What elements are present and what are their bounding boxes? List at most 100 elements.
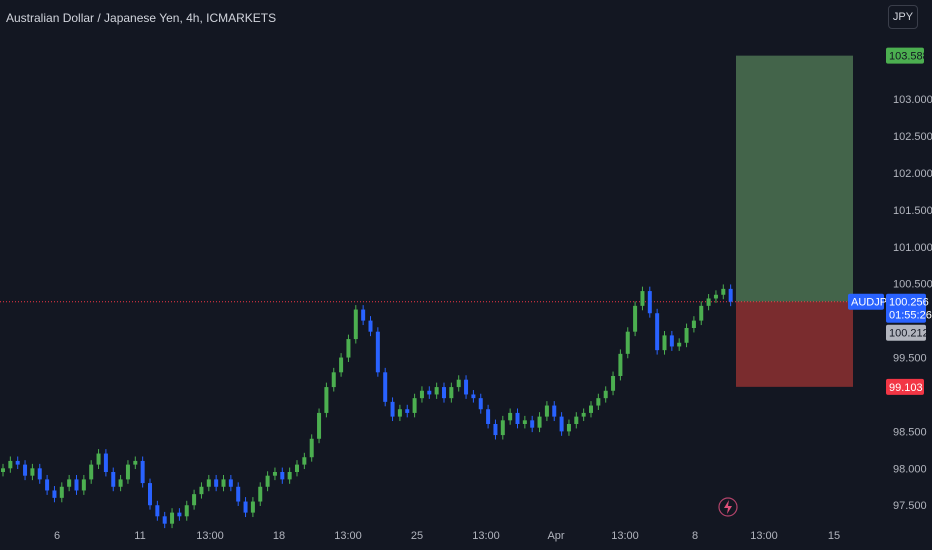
candle <box>625 331 630 354</box>
candle <box>15 460 20 465</box>
candle <box>59 486 64 498</box>
y-tick-label: 100.500 <box>893 279 932 291</box>
candle <box>170 512 175 524</box>
prev-close-tag: 100.212 <box>889 328 929 340</box>
candle <box>640 291 645 306</box>
candle <box>574 416 579 424</box>
candle <box>677 342 682 347</box>
candle <box>81 479 86 491</box>
candle <box>206 479 211 487</box>
candle <box>368 320 373 332</box>
candle <box>471 394 476 399</box>
candle <box>537 416 542 428</box>
profit-zone <box>736 55 853 302</box>
candle <box>530 420 535 428</box>
candle <box>544 405 549 417</box>
candle <box>684 328 689 343</box>
y-tick-label: 101.500 <box>893 205 932 217</box>
y-tick-label: 102.000 <box>893 168 932 180</box>
x-tick-label: 13:00 <box>472 530 500 542</box>
candle <box>140 460 145 484</box>
candle <box>317 412 322 439</box>
candle <box>618 353 623 376</box>
candle <box>486 409 491 424</box>
candle <box>412 398 417 413</box>
candle <box>552 405 557 417</box>
x-tick-label: 13:00 <box>196 530 224 542</box>
candle <box>133 460 138 465</box>
candle <box>559 416 564 432</box>
candle <box>647 291 652 314</box>
x-tick-label: 13:00 <box>750 530 778 542</box>
candle <box>434 387 439 395</box>
candle <box>280 472 285 480</box>
candle <box>662 335 667 351</box>
stop-price-tag: 99.103 <box>889 382 923 394</box>
candle <box>23 464 28 476</box>
y-tick-label: 98.500 <box>893 426 927 438</box>
candle <box>611 376 616 391</box>
candle <box>449 387 454 399</box>
candle <box>8 460 13 469</box>
currency-button[interactable]: JPY <box>888 5 918 29</box>
candle <box>581 412 586 417</box>
candle <box>250 501 255 513</box>
candle <box>478 398 483 410</box>
candle <box>258 486 263 502</box>
x-tick-label: 25 <box>411 530 423 542</box>
candle <box>655 313 660 351</box>
prev-close-tag-bg <box>886 324 926 341</box>
candle <box>419 390 424 399</box>
candle <box>295 464 299 472</box>
x-tick-label: 6 <box>54 530 60 542</box>
candle <box>669 335 674 347</box>
candle <box>566 424 571 432</box>
chart-title: Australian Dollar / Japanese Yen, 4h, IC… <box>6 11 277 25</box>
candle <box>96 453 101 465</box>
candle <box>228 479 233 487</box>
candle <box>111 472 116 487</box>
x-tick-label: 15 <box>828 530 840 542</box>
candle <box>118 479 123 487</box>
candle <box>103 453 108 472</box>
candle <box>427 390 432 395</box>
candle <box>383 372 388 402</box>
candle <box>375 331 380 373</box>
y-tick-label: 98.000 <box>893 463 927 475</box>
candle <box>633 305 638 332</box>
y-tick-label: 101.000 <box>893 242 932 254</box>
x-tick-label: 13:00 <box>611 530 639 542</box>
lightning-icon <box>718 497 738 517</box>
candle <box>199 486 204 495</box>
candle <box>728 288 733 302</box>
candle <box>309 438 314 458</box>
y-tick-label: 103.000 <box>893 94 932 106</box>
candle <box>155 505 160 517</box>
y-tick-label: 99.500 <box>893 353 927 365</box>
candle <box>361 309 366 321</box>
candle <box>236 486 241 502</box>
candle <box>603 390 608 399</box>
symbol-tag: AUDJPY <box>851 297 895 309</box>
candle <box>339 357 344 373</box>
symbol-tag-bg <box>848 293 884 310</box>
candle <box>302 457 307 465</box>
candle <box>691 320 696 328</box>
candle <box>500 420 505 436</box>
candle <box>221 479 226 487</box>
countdown-label: 01:55:26 <box>889 310 932 322</box>
y-tick-label: 102.500 <box>893 131 932 143</box>
candle <box>508 412 513 421</box>
x-tick-label: 11 <box>134 530 145 542</box>
candle <box>148 483 152 506</box>
x-tick-label: 13:00 <box>334 530 362 542</box>
candle <box>324 387 329 413</box>
candle <box>52 490 57 498</box>
stop-price-tag-bg <box>886 378 924 395</box>
candle <box>464 379 469 395</box>
lightning-icon-bolt <box>724 500 732 514</box>
target-price-tag-bg <box>886 47 924 64</box>
candle <box>89 464 94 480</box>
candle <box>721 288 726 295</box>
